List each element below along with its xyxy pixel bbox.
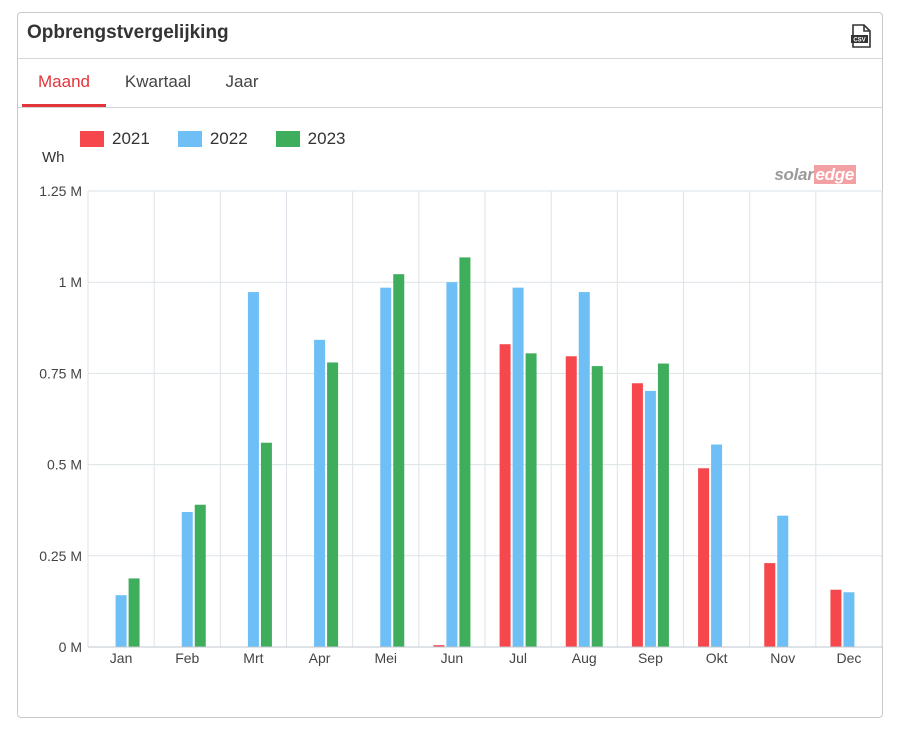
legend-swatch-2023	[275, 131, 300, 147]
x-tick-label: Sep	[638, 650, 663, 666]
legend-label-2022: 2022	[209, 129, 248, 148]
bar-2021-aug[interactable]	[565, 356, 577, 647]
x-tick-label: Jun	[441, 650, 464, 666]
solaredge-logo: solar edge	[774, 165, 856, 185]
bar-2023-jan[interactable]	[128, 578, 140, 647]
bar-2022-dec[interactable]	[843, 592, 855, 647]
x-tick-label: Okt	[706, 650, 728, 666]
x-tick-label: Aug	[572, 650, 597, 666]
x-tick-label: Jul	[509, 650, 527, 666]
y-tick-label: 0.5 M	[47, 457, 82, 473]
y-axis-unit-label: Wh	[42, 149, 65, 166]
y-tick-label: 0.75 M	[39, 365, 82, 381]
x-tick-label: Nov	[770, 650, 795, 666]
brand-part1: solar	[774, 165, 814, 184]
bar-2023-mrt[interactable]	[260, 442, 272, 647]
x-tick-label: Mei	[374, 650, 397, 666]
legend-item-2022[interactable]: 2022	[177, 129, 248, 149]
period-tabs: Maand Kwartaal Jaar	[18, 59, 882, 108]
x-tick-label: Jan	[110, 650, 133, 666]
legend-item-2021[interactable]: 2021	[80, 129, 150, 149]
card-header: Opbrengstvergelijking CSV	[18, 13, 882, 59]
bar-2023-jul[interactable]	[525, 353, 537, 647]
bar-2021-jun[interactable]	[433, 645, 445, 647]
chart-legend: 2021 2022 2023	[80, 129, 373, 149]
bar-2022-nov[interactable]	[777, 515, 789, 647]
legend-label-2021: 2021	[112, 129, 150, 148]
tab-jaar[interactable]: Jaar	[225, 72, 259, 91]
x-tick-label: Dec	[836, 650, 861, 666]
x-tick-label: Apr	[309, 650, 331, 666]
bar-2023-sep[interactable]	[657, 363, 669, 647]
legend-item-2023[interactable]: 2023	[275, 129, 346, 149]
bar-2022-okt[interactable]	[711, 444, 723, 647]
bar-2021-okt[interactable]	[698, 468, 710, 647]
bar-2022-jun[interactable]	[446, 282, 458, 647]
y-tick-label: 1.25 M	[39, 183, 82, 199]
x-tick-label: Feb	[175, 650, 199, 666]
tab-kwartaal[interactable]: Kwartaal	[124, 72, 192, 91]
bar-2023-apr[interactable]	[327, 362, 339, 647]
bar-2021-jul[interactable]	[499, 344, 511, 647]
bar-2022-apr[interactable]	[314, 339, 326, 647]
bar-2023-aug[interactable]	[591, 366, 603, 647]
csv-download-icon[interactable]: CSV	[850, 24, 872, 48]
legend-label-2023: 2023	[307, 129, 346, 148]
x-tick-label: Mrt	[243, 650, 263, 666]
bar-2022-mei[interactable]	[380, 287, 392, 647]
svg-text:CSV: CSV	[853, 38, 865, 44]
bar-2022-sep[interactable]	[644, 390, 656, 647]
bar-2023-jun[interactable]	[459, 257, 471, 647]
bar-2023-feb[interactable]	[194, 504, 206, 647]
y-tick-label: 0.25 M	[39, 548, 82, 564]
legend-swatch-2022	[177, 131, 202, 147]
bar-2022-mrt[interactable]	[247, 292, 259, 647]
bar-2022-aug[interactable]	[578, 292, 590, 647]
bar-2021-nov[interactable]	[764, 563, 776, 647]
bar-2021-sep[interactable]	[631, 383, 643, 647]
legend-swatch-2021	[80, 131, 104, 147]
bar-2021-dec[interactable]	[830, 589, 842, 647]
y-tick-label: 1 M	[59, 274, 82, 290]
bar-2023-mei[interactable]	[393, 274, 405, 647]
bar-2022-jan[interactable]	[115, 595, 127, 647]
brand-part2: edge	[813, 165, 856, 184]
tab-maand[interactable]: Maand	[22, 59, 106, 107]
card-title: Opbrengstvergelijking	[27, 22, 229, 43]
bar-2022-jul[interactable]	[512, 287, 524, 647]
y-tick-label: 0 M	[59, 639, 82, 655]
bar-2022-feb[interactable]	[181, 512, 193, 647]
